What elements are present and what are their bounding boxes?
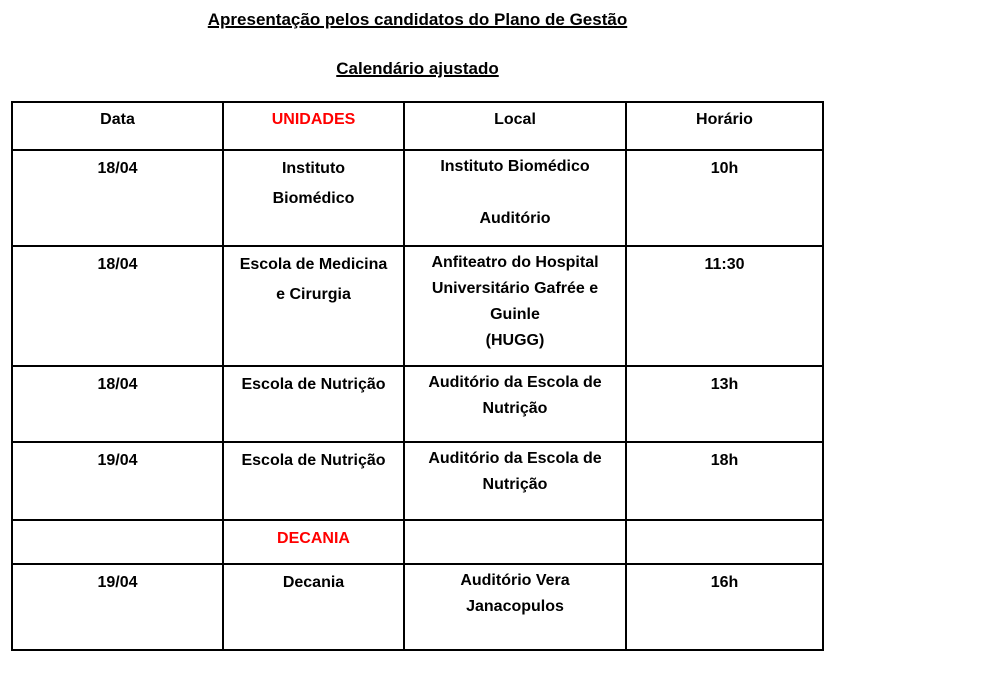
cell-unidade: Escola de Medicina e Cirurgia [222,245,405,367]
table-row: 18/04 Instituto Biomédico Instituto Biom… [11,149,824,247]
cell-horario: 11:30 [625,245,824,367]
column-header-horario: Horário [625,101,824,151]
table-row: 19/04 Escola de Nutrição Auditório da Es… [11,441,824,521]
cell-unidade: Decania [222,563,405,651]
cell-local [403,519,627,565]
cell-local: Anfiteatro do Hospital Universitário Gaf… [403,245,627,367]
column-header-local: Local [403,101,627,151]
table-row: 18/04 Escola de Nutrição Auditório da Es… [11,365,824,443]
schedule-table: Data UNIDADES Local Horário 18/04 Instit… [11,101,824,651]
document-page: Apresentação pelos candidatos do Plano d… [11,10,824,651]
cell-unidade: DECANIA [222,519,405,565]
cell-data: 19/04 [11,441,224,521]
cell-data: 18/04 [11,149,224,247]
cell-horario: 13h [625,365,824,443]
table-row: 18/04 Escola de Medicina e Cirurgia Anfi… [11,245,824,367]
column-header-unidades: UNIDADES [222,101,405,151]
cell-local: Auditório Vera Janacopulos [403,563,627,651]
table-row: 19/04 Decania Auditório Vera Janacopulos… [11,563,824,651]
cell-data: 18/04 [11,245,224,367]
section-row-decania: DECANIA [11,519,824,565]
cell-local: Instituto Biomédico Auditório [403,149,627,247]
column-header-data: Data [11,101,224,151]
cell-horario: 16h [625,563,824,651]
cell-unidade: Escola de Nutrição [222,365,405,443]
document-subtitle: Calendário ajustado [336,59,499,78]
cell-data [11,519,224,565]
cell-data: 19/04 [11,563,224,651]
cell-horario: 18h [625,441,824,521]
cell-local: Auditório da Escola de Nutrição [403,441,627,521]
cell-local: Auditório da Escola de Nutrição [403,365,627,443]
cell-data: 18/04 [11,365,224,443]
document-title: Apresentação pelos candidatos do Plano d… [207,10,628,29]
cell-horario: 10h [625,149,824,247]
cell-horario [625,519,824,565]
cell-unidade: Instituto Biomédico [222,149,405,247]
cell-unidade: Escola de Nutrição [222,441,405,521]
header-row: Data UNIDADES Local Horário [11,101,824,151]
